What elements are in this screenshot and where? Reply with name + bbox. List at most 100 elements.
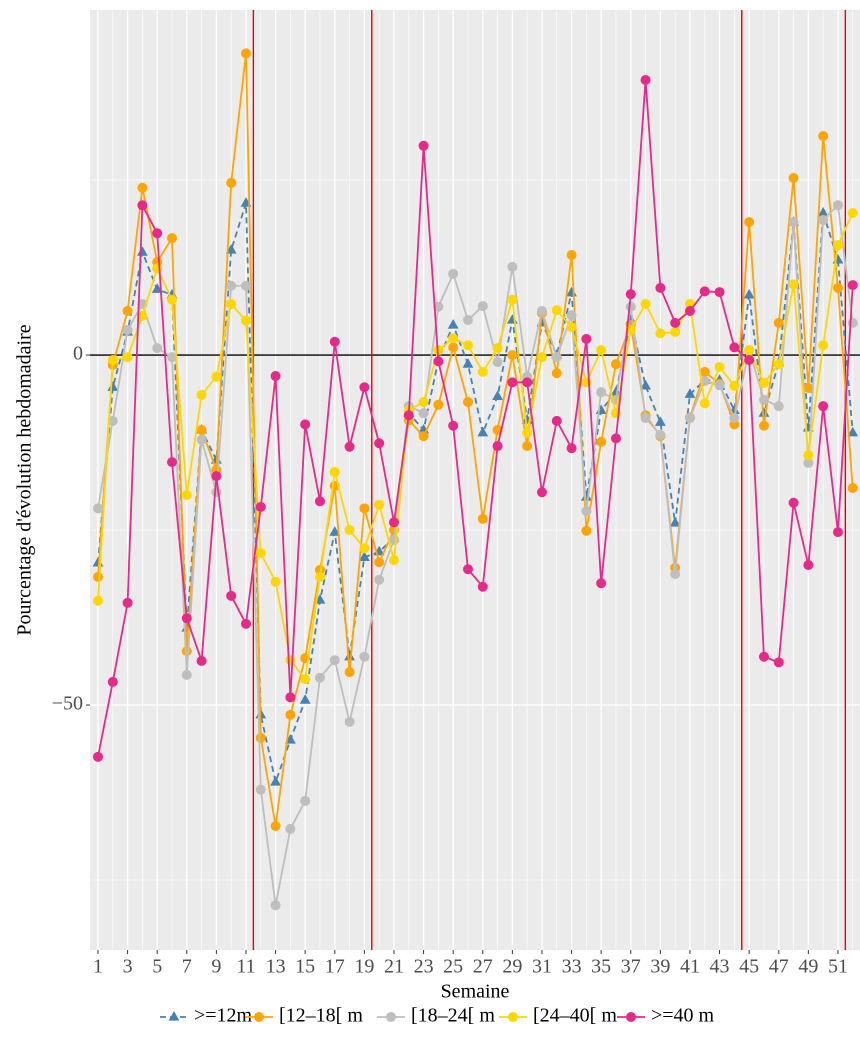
- marker: [743, 288, 755, 299]
- marker: [374, 574, 385, 585]
- marker: [152, 228, 163, 239]
- marker: [670, 326, 681, 337]
- marker: [270, 821, 281, 832]
- legend-label: [18–24[ m: [411, 1005, 495, 1027]
- x-tick-label: 15: [295, 956, 315, 978]
- marker: [729, 413, 740, 424]
- marker: [196, 655, 207, 666]
- marker: [240, 48, 251, 59]
- marker: [477, 301, 488, 312]
- marker: [299, 694, 311, 704]
- marker: [729, 380, 740, 391]
- marker: [773, 317, 784, 328]
- x-tick-label: 39: [650, 956, 670, 978]
- marker: [640, 74, 651, 85]
- marker: [122, 305, 133, 316]
- marker: [847, 280, 858, 291]
- marker: [226, 280, 237, 291]
- marker: [270, 900, 281, 911]
- legend-key: [386, 1012, 396, 1022]
- marker: [448, 333, 459, 344]
- marker: [758, 407, 770, 417]
- x-tick-label: 23: [414, 956, 434, 978]
- marker: [699, 398, 710, 409]
- marker: [832, 527, 843, 538]
- marker: [122, 352, 133, 363]
- marker: [285, 709, 296, 720]
- x-tick-label: 31: [532, 956, 552, 978]
- marker: [181, 490, 192, 501]
- marker: [714, 287, 725, 298]
- x-tick-label: 29: [502, 956, 522, 978]
- marker: [758, 394, 769, 405]
- marker: [847, 483, 858, 494]
- series-line: [97, 202, 854, 786]
- marker: [107, 381, 119, 391]
- legend-label: [12–18[ m: [279, 1005, 363, 1027]
- marker: [551, 352, 562, 363]
- marker: [684, 305, 695, 316]
- marker: [433, 399, 444, 410]
- marker: [314, 672, 325, 683]
- marker: [418, 140, 429, 151]
- marker: [477, 366, 488, 377]
- marker: [566, 443, 577, 454]
- marker: [92, 503, 103, 514]
- marker: [433, 301, 444, 312]
- marker: [136, 246, 148, 256]
- marker: [374, 438, 385, 449]
- marker: [240, 315, 251, 326]
- marker: [625, 324, 636, 335]
- marker: [655, 429, 666, 440]
- marker: [137, 200, 148, 211]
- marker: [107, 354, 118, 365]
- marker: [522, 427, 533, 438]
- marker: [270, 776, 281, 786]
- marker: [803, 450, 814, 461]
- marker: [581, 506, 592, 517]
- marker: [580, 491, 592, 501]
- marker: [166, 294, 177, 305]
- marker: [818, 401, 829, 412]
- marker: [403, 410, 414, 421]
- marker: [329, 466, 340, 477]
- marker: [477, 581, 488, 592]
- marker: [300, 674, 311, 685]
- marker: [359, 382, 370, 393]
- marker: [181, 613, 192, 624]
- marker: [359, 503, 370, 514]
- marker: [285, 692, 296, 703]
- marker: [817, 206, 829, 217]
- marker: [107, 676, 118, 687]
- x-tick-label: 7: [182, 956, 192, 978]
- x-tick-label: 41: [680, 956, 700, 978]
- marker: [581, 333, 592, 344]
- legend-label: [24–40[ m: [533, 1005, 617, 1027]
- marker: [166, 352, 177, 363]
- marker: [670, 569, 681, 580]
- marker: [744, 345, 755, 356]
- x-tick-label: 25: [443, 956, 463, 978]
- marker: [773, 359, 784, 370]
- marker: [684, 413, 695, 424]
- marker: [255, 501, 266, 512]
- marker: [255, 784, 266, 795]
- marker: [374, 499, 385, 510]
- x-tick-label: 5: [152, 956, 162, 978]
- marker: [758, 420, 769, 431]
- marker: [596, 436, 607, 447]
- legend-key: [168, 1011, 180, 1021]
- marker: [566, 249, 577, 260]
- marker: [758, 651, 769, 662]
- marker: [448, 342, 459, 353]
- y-axis-label: Pourcentage d'évolution hebdomadaire: [14, 324, 36, 635]
- legend-key: [508, 1012, 518, 1022]
- marker: [344, 525, 355, 536]
- marker: [507, 261, 518, 272]
- marker: [492, 390, 503, 400]
- marker: [551, 368, 562, 379]
- x-tick-label: 35: [591, 956, 611, 978]
- marker: [166, 457, 177, 468]
- marker: [788, 217, 799, 228]
- marker: [270, 576, 281, 587]
